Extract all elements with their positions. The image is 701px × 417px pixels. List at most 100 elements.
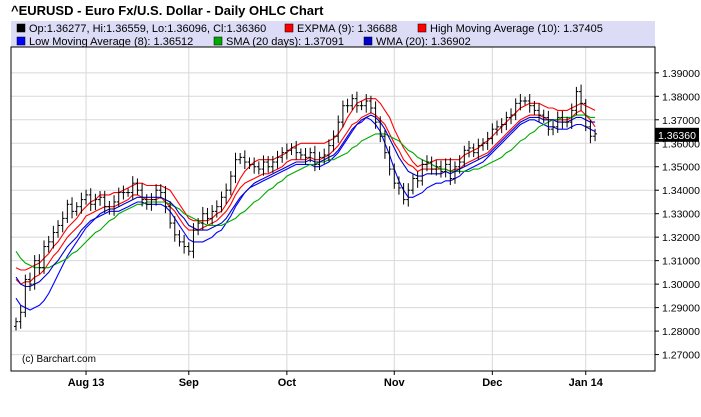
y-tick-label: 1.30000 [662,279,700,291]
ohlc-bar [149,193,154,211]
legend-swatch-sma [213,36,223,46]
legend-row-2: Low Moving Average (8): 1.36512 SMA (20 … [16,36,471,48]
ohlc-bar [485,131,490,150]
ohlc-bar [60,211,65,233]
last-value-label: 1.36360 [658,130,696,142]
ohlc-bar [471,143,476,158]
ohlc-bar [574,86,579,116]
ohlc-bar [70,197,75,219]
ohlc-bar [504,111,509,131]
legend-swatch-ohlc [16,23,26,33]
ohlc-bar [406,183,411,207]
ohlc-bar [191,223,196,259]
ohlc-bar [298,148,303,160]
ohlc-bar [210,205,215,225]
ohlc-bar [79,192,84,214]
last-value-box [655,127,699,142]
ohlc-bar [135,178,140,195]
ohlc-bar [457,155,462,174]
ohlc-bar [462,145,467,167]
ohlc-bar [168,201,173,229]
series-line [15,114,596,269]
ohlc-bar [51,225,56,249]
ohlc-bar [466,140,471,158]
ohlc-bar [102,190,107,214]
ohlc-bar [588,119,593,144]
legend-band [11,21,655,47]
legend-text-ohlc: Op:1.36277, Hi:1.36559, Lo:1.36096, Cl:1… [29,23,266,35]
ohlc-bar [28,272,33,291]
ohlc-bar [200,206,205,230]
ohlc-bar [434,160,439,176]
ohlc-bar [18,305,23,329]
ohlc-bar [448,157,453,186]
ohlc-bar [116,187,121,207]
ohlc-bar [88,188,93,211]
ohlc-bar [560,110,565,129]
legend-swatch-high-ma [417,23,427,33]
ohlc-bar [326,139,331,162]
ohlc-bar [56,220,61,238]
ohlc-bar [429,156,434,175]
ohlc-bar [373,101,378,129]
ohlc-bar [289,143,294,156]
ohlc-bar [443,158,448,178]
ohlc-bar [513,98,518,121]
ohlc-bar [420,159,425,186]
ohlc-bar [523,96,528,106]
ohlc-bar [172,216,177,242]
ohlc-bar [37,254,42,275]
legend-row-1: Op:1.36277, Hi:1.36559, Lo:1.36096, Cl:1… [16,23,603,35]
ohlc-bar [84,189,89,205]
ohlc-bar [158,184,163,199]
ohlc-bar [196,218,201,236]
ohlc-bar [238,153,243,165]
ohlc-bar [74,202,79,216]
ohlc-bar [126,188,131,197]
ohlc-bar [242,150,247,170]
y-tick-label: 1.37000 [662,115,700,127]
ohlc-bar [186,242,191,256]
y-tick-label: 1.38000 [662,91,700,103]
last-value-marker: 1.36360 [655,127,699,142]
ohlc-bar [219,191,224,213]
ohlc-bar [177,230,182,247]
ohlc-bar [247,157,252,170]
ohlc-bar [322,148,327,164]
ohlc-bar [144,194,149,210]
ohlc-bar [163,185,168,214]
ohlc-bar [392,163,397,189]
x-tick-label: Aug 13 [68,377,105,389]
y-tick-label: 1.34000 [662,185,700,197]
ohlc-bar [364,94,369,113]
ohlc-bar [387,146,392,176]
series-line [15,116,596,311]
series-line [15,98,596,271]
ohlc-bar [23,274,28,318]
ohlc-bar [182,234,187,254]
ohlc-bar [65,199,70,223]
ohlc-bar [224,183,229,204]
ohlc-bar [98,191,103,206]
ohlc-bar [345,98,350,113]
y-tick-label: 1.39000 [662,68,700,80]
ohlc-bar [541,109,546,123]
ohlc-bar [270,155,275,173]
y-tick-label: 1.31000 [662,256,700,268]
ohlc-bar [350,94,355,111]
ohlc-bar [532,100,537,116]
y-tick-label: 1.28000 [662,326,700,338]
ohlc-bar [275,150,280,169]
ohlc-bar [499,118,504,134]
ohlc-bar [14,317,18,331]
ohlc-bar [42,240,47,274]
ohlc-bar [284,143,289,160]
legend-text-sma: SMA (20 days): 1.37091 [226,36,344,48]
ohlc-bar [476,138,481,160]
ohlc-bar [569,103,574,130]
legend-text-wma: WMA (20): 1.36902 [376,36,471,48]
legend-text-expma: EXPMA (9): 1.36688 [297,23,397,35]
ohlc-bar [452,161,457,184]
ohlc-bar [359,101,364,111]
